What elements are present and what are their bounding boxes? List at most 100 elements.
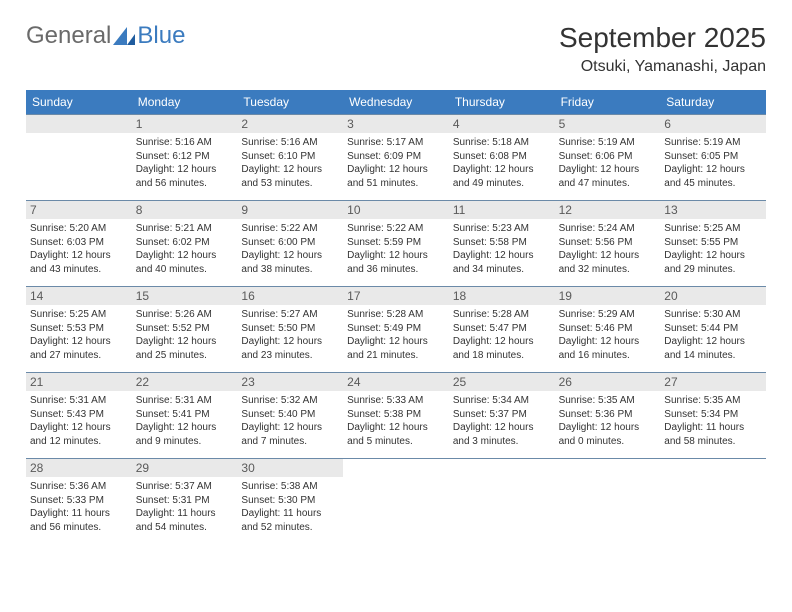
calendar-cell: 13Sunrise: 5:25 AMSunset: 5:55 PMDayligh… — [660, 200, 766, 286]
day-number: 28 — [26, 459, 132, 477]
day-number: 25 — [449, 373, 555, 391]
day-details: Sunrise: 5:23 AMSunset: 5:58 PMDaylight:… — [449, 219, 555, 280]
day-number: 7 — [26, 201, 132, 219]
day-details: Sunrise: 5:30 AMSunset: 5:44 PMDaylight:… — [660, 305, 766, 366]
day-line-sunrise: Sunrise: 5:37 AM — [136, 480, 234, 494]
day-line-dl1: Daylight: 12 hours — [559, 249, 657, 263]
day-line-sunrise: Sunrise: 5:18 AM — [453, 136, 551, 150]
day-number: 26 — [555, 373, 661, 391]
day-details: Sunrise: 5:37 AMSunset: 5:31 PMDaylight:… — [132, 477, 238, 538]
day-line-sunrise: Sunrise: 5:17 AM — [347, 136, 445, 150]
day-details: Sunrise: 5:32 AMSunset: 5:40 PMDaylight:… — [237, 391, 343, 452]
day-line-dl1: Daylight: 12 hours — [347, 163, 445, 177]
day-line-dl2: and 38 minutes. — [241, 263, 339, 277]
day-details: Sunrise: 5:38 AMSunset: 5:30 PMDaylight:… — [237, 477, 343, 538]
day-number: 10 — [343, 201, 449, 219]
calendar-cell: 17Sunrise: 5:28 AMSunset: 5:49 PMDayligh… — [343, 286, 449, 372]
weekday-header: Thursday — [449, 90, 555, 114]
day-line-dl1: Daylight: 12 hours — [136, 249, 234, 263]
weekday-header: Tuesday — [237, 90, 343, 114]
day-line-sunset: Sunset: 5:50 PM — [241, 322, 339, 336]
day-line-dl1: Daylight: 12 hours — [241, 421, 339, 435]
day-line-dl1: Daylight: 11 hours — [241, 507, 339, 521]
day-line-dl2: and 27 minutes. — [30, 349, 128, 363]
calendar-grid: SundayMondayTuesdayWednesdayThursdayFrid… — [26, 90, 766, 544]
calendar-cell-empty — [26, 114, 132, 200]
day-line-dl2: and 9 minutes. — [136, 435, 234, 449]
calendar-cell: 23Sunrise: 5:32 AMSunset: 5:40 PMDayligh… — [237, 372, 343, 458]
day-details: Sunrise: 5:25 AMSunset: 5:53 PMDaylight:… — [26, 305, 132, 366]
day-details: Sunrise: 5:35 AMSunset: 5:36 PMDaylight:… — [555, 391, 661, 452]
day-line-dl2: and 25 minutes. — [136, 349, 234, 363]
calendar-cell: 22Sunrise: 5:31 AMSunset: 5:41 PMDayligh… — [132, 372, 238, 458]
day-line-sunset: Sunset: 5:56 PM — [559, 236, 657, 250]
day-line-dl1: Daylight: 12 hours — [347, 249, 445, 263]
day-line-sunrise: Sunrise: 5:22 AM — [347, 222, 445, 236]
header: General Blue September 2025 Otsuki, Yama… — [26, 22, 766, 76]
day-number: 21 — [26, 373, 132, 391]
day-line-dl2: and 56 minutes. — [30, 521, 128, 535]
day-line-dl2: and 53 minutes. — [241, 177, 339, 191]
day-line-sunset: Sunset: 5:30 PM — [241, 494, 339, 508]
day-number: 18 — [449, 287, 555, 305]
day-line-sunset: Sunset: 6:10 PM — [241, 150, 339, 164]
day-details: Sunrise: 5:34 AMSunset: 5:37 PMDaylight:… — [449, 391, 555, 452]
day-line-sunrise: Sunrise: 5:26 AM — [136, 308, 234, 322]
day-number: 11 — [449, 201, 555, 219]
day-line-dl1: Daylight: 12 hours — [136, 421, 234, 435]
day-number: 12 — [555, 201, 661, 219]
day-line-sunrise: Sunrise: 5:27 AM — [241, 308, 339, 322]
day-line-dl1: Daylight: 12 hours — [241, 335, 339, 349]
day-line-dl1: Daylight: 12 hours — [30, 249, 128, 263]
day-details: Sunrise: 5:33 AMSunset: 5:38 PMDaylight:… — [343, 391, 449, 452]
calendar-cell: 27Sunrise: 5:35 AMSunset: 5:34 PMDayligh… — [660, 372, 766, 458]
day-line-sunset: Sunset: 6:05 PM — [664, 150, 762, 164]
day-number: 1 — [132, 115, 238, 133]
day-line-sunset: Sunset: 5:36 PM — [559, 408, 657, 422]
day-line-dl2: and 18 minutes. — [453, 349, 551, 363]
day-line-dl2: and 34 minutes. — [453, 263, 551, 277]
calendar-cell: 19Sunrise: 5:29 AMSunset: 5:46 PMDayligh… — [555, 286, 661, 372]
calendar-cell: 9Sunrise: 5:22 AMSunset: 6:00 PMDaylight… — [237, 200, 343, 286]
day-line-sunrise: Sunrise: 5:32 AM — [241, 394, 339, 408]
day-details: Sunrise: 5:16 AMSunset: 6:10 PMDaylight:… — [237, 133, 343, 194]
day-line-sunrise: Sunrise: 5:35 AM — [664, 394, 762, 408]
day-line-dl1: Daylight: 12 hours — [30, 335, 128, 349]
day-details: Sunrise: 5:17 AMSunset: 6:09 PMDaylight:… — [343, 133, 449, 194]
day-line-dl2: and 14 minutes. — [664, 349, 762, 363]
day-line-sunrise: Sunrise: 5:16 AM — [136, 136, 234, 150]
day-line-dl1: Daylight: 12 hours — [241, 163, 339, 177]
day-line-sunset: Sunset: 5:59 PM — [347, 236, 445, 250]
day-line-sunrise: Sunrise: 5:25 AM — [664, 222, 762, 236]
calendar-cell: 25Sunrise: 5:34 AMSunset: 5:37 PMDayligh… — [449, 372, 555, 458]
day-line-dl1: Daylight: 12 hours — [664, 335, 762, 349]
day-details: Sunrise: 5:36 AMSunset: 5:33 PMDaylight:… — [26, 477, 132, 538]
day-line-dl1: Daylight: 12 hours — [453, 421, 551, 435]
day-line-dl1: Daylight: 12 hours — [453, 163, 551, 177]
day-line-dl2: and 7 minutes. — [241, 435, 339, 449]
calendar-cell: 3Sunrise: 5:17 AMSunset: 6:09 PMDaylight… — [343, 114, 449, 200]
day-number: 8 — [132, 201, 238, 219]
day-line-dl2: and 45 minutes. — [664, 177, 762, 191]
day-details: Sunrise: 5:19 AMSunset: 6:05 PMDaylight:… — [660, 133, 766, 194]
day-line-sunrise: Sunrise: 5:33 AM — [347, 394, 445, 408]
day-line-dl1: Daylight: 12 hours — [347, 335, 445, 349]
day-number: 4 — [449, 115, 555, 133]
day-details: Sunrise: 5:21 AMSunset: 6:02 PMDaylight:… — [132, 219, 238, 280]
day-line-dl1: Daylight: 12 hours — [453, 249, 551, 263]
day-line-sunset: Sunset: 5:34 PM — [664, 408, 762, 422]
calendar-cell: 4Sunrise: 5:18 AMSunset: 6:08 PMDaylight… — [449, 114, 555, 200]
calendar-cell: 28Sunrise: 5:36 AMSunset: 5:33 PMDayligh… — [26, 458, 132, 544]
day-number: 27 — [660, 373, 766, 391]
logo: General Blue — [26, 22, 185, 50]
day-line-sunrise: Sunrise: 5:21 AM — [136, 222, 234, 236]
calendar-cell: 30Sunrise: 5:38 AMSunset: 5:30 PMDayligh… — [237, 458, 343, 544]
day-line-sunset: Sunset: 5:44 PM — [664, 322, 762, 336]
calendar-cell: 21Sunrise: 5:31 AMSunset: 5:43 PMDayligh… — [26, 372, 132, 458]
day-details: Sunrise: 5:28 AMSunset: 5:47 PMDaylight:… — [449, 305, 555, 366]
day-line-sunset: Sunset: 6:02 PM — [136, 236, 234, 250]
day-number: 13 — [660, 201, 766, 219]
day-number: 22 — [132, 373, 238, 391]
day-line-dl2: and 47 minutes. — [559, 177, 657, 191]
weekday-header: Wednesday — [343, 90, 449, 114]
